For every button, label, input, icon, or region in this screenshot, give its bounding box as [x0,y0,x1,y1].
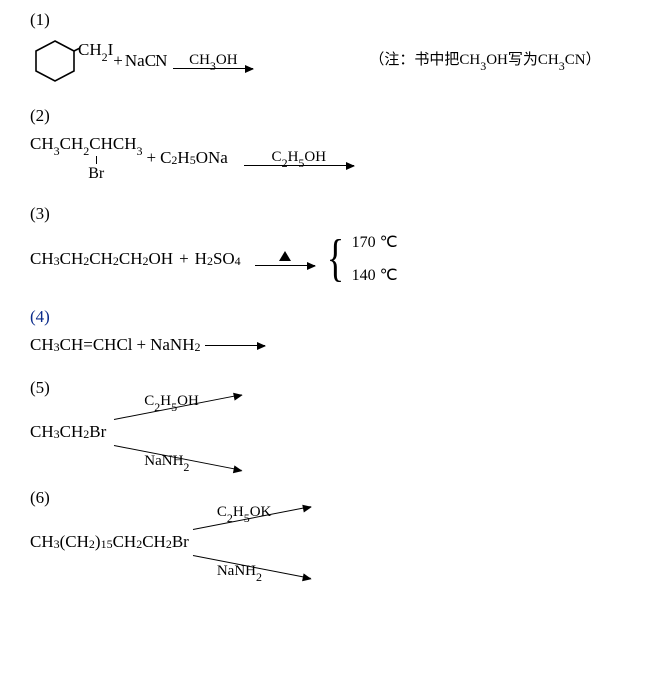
problem-number: (5) [30,378,646,398]
n-butanol: CH3CH2CH2CH2OH [30,249,173,269]
reagent-h2so4: H2SO4 [195,249,241,269]
condition-140: 140 ℃ [352,266,398,285]
ethyl-bromide: CH3CH2Br [30,422,106,442]
reaction-arrow [255,251,315,266]
branch-label-nanh2: NaNH2 [217,562,262,582]
problem-number: (3) [30,204,646,224]
reagent-etONa: C2H5ONa [160,148,228,168]
problem-number: (1) [30,10,646,30]
cyclohexylmethyl-iodide: CH2I [30,38,113,84]
note-open: （注：书中把 [369,52,459,68]
arrow-shaft [244,165,354,166]
problem-2: (2) CH3CH2CHCH3 Br + C2H5ONa C2H5OH [30,106,646,182]
left-brace-icon: { [326,233,343,285]
branch-down: NaNH2 [193,543,313,569]
reagent-nanh2: NaNH2 [150,335,200,355]
bond-down-icon [96,156,97,164]
plus: + [179,249,189,269]
arrow-shaft [173,68,253,69]
problem-3: (3) CH3CH2CH2CH2OH + H2SO4 { 170 ℃ 140 ℃ [30,204,646,285]
plus: + [137,335,147,355]
branch-label-nanh2: NaNH2 [144,452,189,472]
cyclohexane-icon [30,38,80,84]
reaction-line: CH3(CH2)15CH2CH2Br C2H5OK NaNH2 [30,517,646,569]
problem-5: (5) CH3CH2Br C2H5OH NaNH2 [30,378,646,458]
two-conditions: { 170 ℃ 140 ℃ [321,233,398,285]
arrow-shaft [205,345,265,346]
reagent-nacn: NaCN [125,51,167,71]
reaction-line: CH3CH2Br C2H5OH NaNH2 [30,406,646,458]
reaction-arrow: CH3OH [173,53,253,69]
arrow-shaft [255,265,315,266]
chain: CH3CH2CHCH3 [30,135,142,155]
plus: + [146,148,156,168]
problem-1: (1) CH2I + NaCN CH3OH （注：书中把CH3OH写为CH3CN… [30,10,646,84]
reaction-line: CH3CH2CHCH3 Br + C2H5ONa C2H5OH [30,135,646,182]
reaction-arrow [205,345,265,346]
problem-4: (4) CH3CH=CHCl + NaNH2 [30,307,646,356]
condition-170: 170 ℃ [352,233,398,252]
side-group: CH2I [78,40,113,63]
sec-butyl-bromide: CH3CH2CHCH3 Br [30,135,142,182]
branch-up: C2H5OK [193,517,313,543]
heat-triangle-icon [279,251,291,261]
problem-number: (6) [30,488,646,508]
reaction-line: CH2I + NaCN CH3OH （注：书中把CH3OH写为CH3CN） [30,38,646,84]
propenyl-chloride: CH3CH=CHCl [30,335,133,355]
reaction-line: CH3CH=CHCl + NaNH2 [30,335,646,355]
note-close: ） [586,52,601,68]
branch-down: NaNH2 [114,432,244,458]
branch-arrows: C2H5OH NaNH2 [114,406,244,458]
problem-number: (2) [30,106,646,126]
branch-label-etoh: C2H5OH [144,392,199,412]
branch-arrows: C2H5OK NaNH2 [193,517,313,569]
problem-number: (4) [30,307,646,327]
branch-up: C2H5OH [114,406,244,432]
long-chain-bromide: CH3(CH2)15CH2CH2Br [30,532,189,552]
plus: + [113,51,123,71]
note-mid: 写为 [508,52,538,68]
substituent-br: Br [88,166,104,182]
reaction-arrow: C2H5OH [244,150,354,166]
condition-list: 170 ℃ 140 ℃ [352,233,398,285]
problem-6: (6) CH3(CH2)15CH2CH2Br C2H5OK NaNH2 [30,488,646,568]
footnote: （注：书中把CH3OH写为CH3CN） [369,51,600,71]
reaction-line: CH3CH2CH2CH2OH + H2SO4 { 170 ℃ 140 ℃ [30,233,646,285]
